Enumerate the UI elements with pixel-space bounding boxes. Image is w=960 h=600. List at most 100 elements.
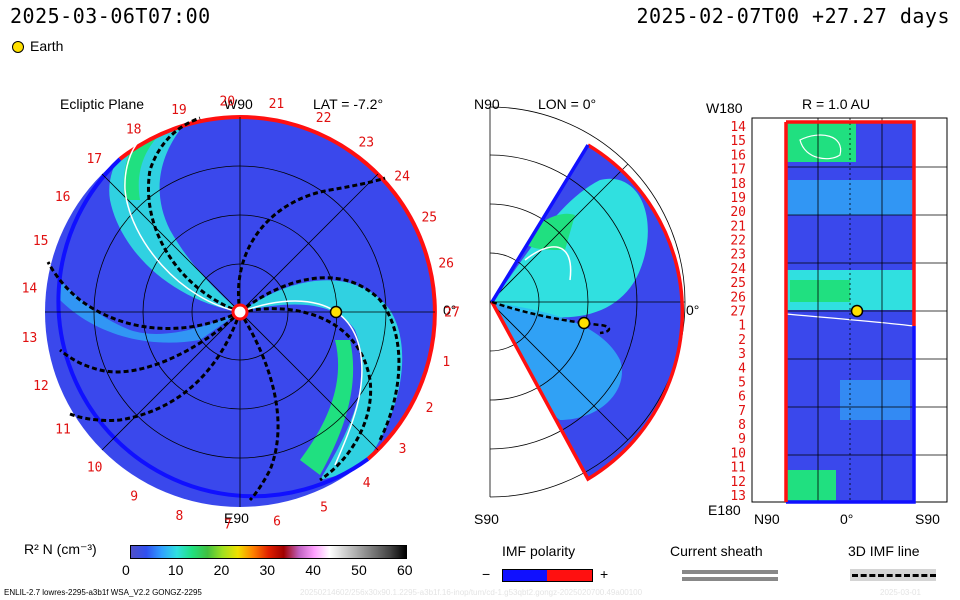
imf-line-sample: [852, 574, 936, 577]
day-label: 26: [730, 290, 746, 305]
day-label: 16: [730, 148, 746, 163]
current-sheath-title: Current sheath: [670, 543, 763, 559]
day-label: 9: [738, 432, 746, 447]
day-label: 7: [738, 404, 746, 419]
radial-bottom-left-label: E180: [708, 502, 741, 518]
carrington-label: 22: [316, 111, 332, 126]
carrington-label: 2: [426, 401, 434, 416]
day-label: 25: [730, 276, 746, 291]
run-info: 2025-02-07T00 +27.27 days: [636, 4, 950, 28]
ecliptic-right-label: 0°: [443, 302, 457, 318]
day-label: 14: [730, 120, 746, 135]
earth-marker-icon: [12, 41, 24, 53]
day-label: 18: [730, 177, 746, 192]
day-label: 22: [730, 234, 746, 249]
day-labels: 1415161718192021222324252627123456789101…: [730, 120, 746, 504]
radial-top-left-label: W180: [706, 100, 743, 116]
ecliptic-bottom-label: E90: [224, 510, 249, 526]
imf-positive-swatch: [547, 569, 592, 581]
day-label: 17: [730, 163, 746, 178]
colorbar-tick-label: 40: [305, 562, 321, 578]
imf-minus-label: −: [482, 566, 491, 582]
meridional-top-label: N90: [474, 96, 500, 112]
carrington-label: 9: [130, 490, 138, 505]
carrington-label: 19: [171, 103, 187, 118]
carrington-label: 23: [358, 136, 374, 151]
radial-axis-left: N90: [754, 511, 780, 527]
day-label: 20: [730, 205, 746, 220]
day-label: 24: [730, 262, 746, 277]
earth-icon: [850, 304, 864, 318]
current-time: 2025-03-06T07:00: [10, 4, 211, 28]
imf-swatch-border: [502, 569, 593, 582]
colorbar-tick-label: 30: [259, 562, 276, 578]
carrington-label: 1: [442, 355, 450, 370]
meridional-right-label: 0°: [686, 302, 700, 318]
meridional-panel: [489, 106, 686, 498]
colorbar-tick-label: 0: [122, 562, 130, 578]
colorbar-tick-label: 10: [167, 562, 184, 578]
faded-run-id: 20250214602/256x30x90.1.2295-a3b1f.16-in…: [300, 588, 643, 597]
earth-legend-label: Earth: [30, 38, 64, 54]
day-label: 21: [730, 219, 746, 234]
density-colorbar: [130, 545, 407, 559]
colorbar-tick-label: 20: [213, 562, 230, 578]
imf-polarity-title: IMF polarity: [502, 543, 576, 559]
colorbar-ticks: 0 10 20 30 40 50 60: [122, 562, 413, 580]
meridional-bottom-label: S90: [474, 511, 499, 527]
day-label: 27: [730, 305, 746, 320]
day-label: 11: [730, 461, 746, 476]
carrington-label: 27: [444, 306, 460, 321]
carrington-label: 21: [269, 97, 285, 112]
radial-axis-right: S90: [915, 511, 940, 527]
day-label: 19: [730, 191, 746, 206]
imf-plus-label: +: [600, 566, 609, 582]
sun-icon: [231, 303, 249, 321]
carrington-label: 16: [55, 190, 71, 205]
earth-icon: [577, 316, 591, 330]
carrington-label: 10: [87, 460, 103, 475]
carrington-label: 8: [175, 509, 183, 524]
ecliptic-panel: [45, 115, 437, 507]
imf-negative-swatch: [502, 569, 547, 581]
day-label: 12: [730, 475, 746, 490]
carrington-label: 4: [363, 476, 371, 491]
ecliptic-plane-title: Ecliptic Plane: [60, 96, 145, 112]
carrington-label: 25: [421, 211, 437, 226]
day-label: 6: [738, 390, 746, 405]
day-label: 15: [730, 134, 746, 149]
carrington-label: 24: [394, 169, 410, 184]
carrington-label: 20: [219, 94, 235, 109]
ecliptic-top-label: W90: [224, 96, 253, 112]
day-label: 13: [730, 489, 746, 504]
earth-icon: [329, 305, 343, 319]
day-label: 10: [730, 446, 746, 461]
day-label: 3: [738, 347, 746, 362]
faded-date: 2025-03-01: [880, 588, 921, 597]
current-sheath-line: [682, 570, 778, 574]
carrington-label: 26: [438, 257, 454, 272]
model-info: ENLIL-2.7 lowres-2295-a3b1f WSA_V2.2 GON…: [4, 588, 202, 597]
imf-line-title: 3D IMF line: [848, 543, 920, 559]
meridional-lon-label: LON = 0°: [538, 96, 597, 112]
day-label: 1: [738, 319, 746, 334]
carrington-label: 7: [224, 518, 232, 533]
colorbar-tick-label: 60: [397, 562, 413, 578]
carrington-label: 18: [126, 123, 142, 138]
carrington-label: 14: [22, 282, 38, 297]
current-sheath-line-2: [682, 577, 778, 581]
day-label: 5: [738, 376, 746, 391]
day-label: 2: [738, 333, 746, 348]
day-label: 8: [738, 418, 746, 433]
radial-panel: [751, 117, 948, 504]
radial-axis-mid: 0°: [840, 511, 854, 527]
colorbar-tick-label: 50: [351, 562, 367, 578]
colorbar-label: R² N (cm⁻³): [24, 541, 97, 557]
carrington-label: 5: [320, 501, 328, 516]
carrington-label: 6: [273, 515, 281, 530]
carrington-label: 3: [399, 442, 407, 457]
carrington-label: 12: [33, 379, 49, 394]
day-label: 4: [738, 361, 746, 376]
